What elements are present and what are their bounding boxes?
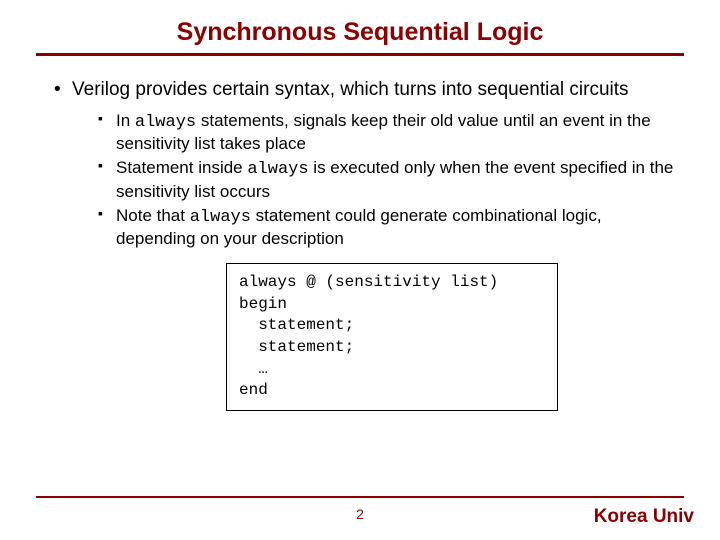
sub-bullet-prefix: Statement inside <box>116 158 247 177</box>
sub-bullet-prefix: In <box>116 111 135 130</box>
sub-bullet-item: In always statements, signals keep their… <box>98 110 684 155</box>
inline-code: always <box>247 160 308 179</box>
sub-bullet-item: Statement inside always is executed only… <box>98 157 684 202</box>
slide: Synchronous Sequential Logic Verilog pro… <box>0 0 720 540</box>
footer-brand: Korea Univ <box>594 506 694 528</box>
footer-rule <box>36 496 684 498</box>
sub-bullet-prefix: Note that <box>116 206 190 225</box>
inline-code: always <box>135 113 196 132</box>
sub-bullet-item: Note that always statement could generat… <box>98 205 684 250</box>
inline-code: always <box>190 208 251 227</box>
slide-title: Synchronous Sequential Logic <box>36 18 684 47</box>
main-bullet-list: Verilog provides certain syntax, which t… <box>36 78 684 249</box>
sub-bullet-list: In always statements, signals keep their… <box>72 110 684 250</box>
main-bullet-text: Verilog provides certain syntax, which t… <box>72 79 629 100</box>
title-rule <box>36 53 684 56</box>
sub-bullet-suffix: statements, signals keep their old value… <box>116 111 651 153</box>
code-box: always @ (sensitivity list) begin statem… <box>226 263 558 411</box>
main-bullet-item: Verilog provides certain syntax, which t… <box>54 78 684 249</box>
